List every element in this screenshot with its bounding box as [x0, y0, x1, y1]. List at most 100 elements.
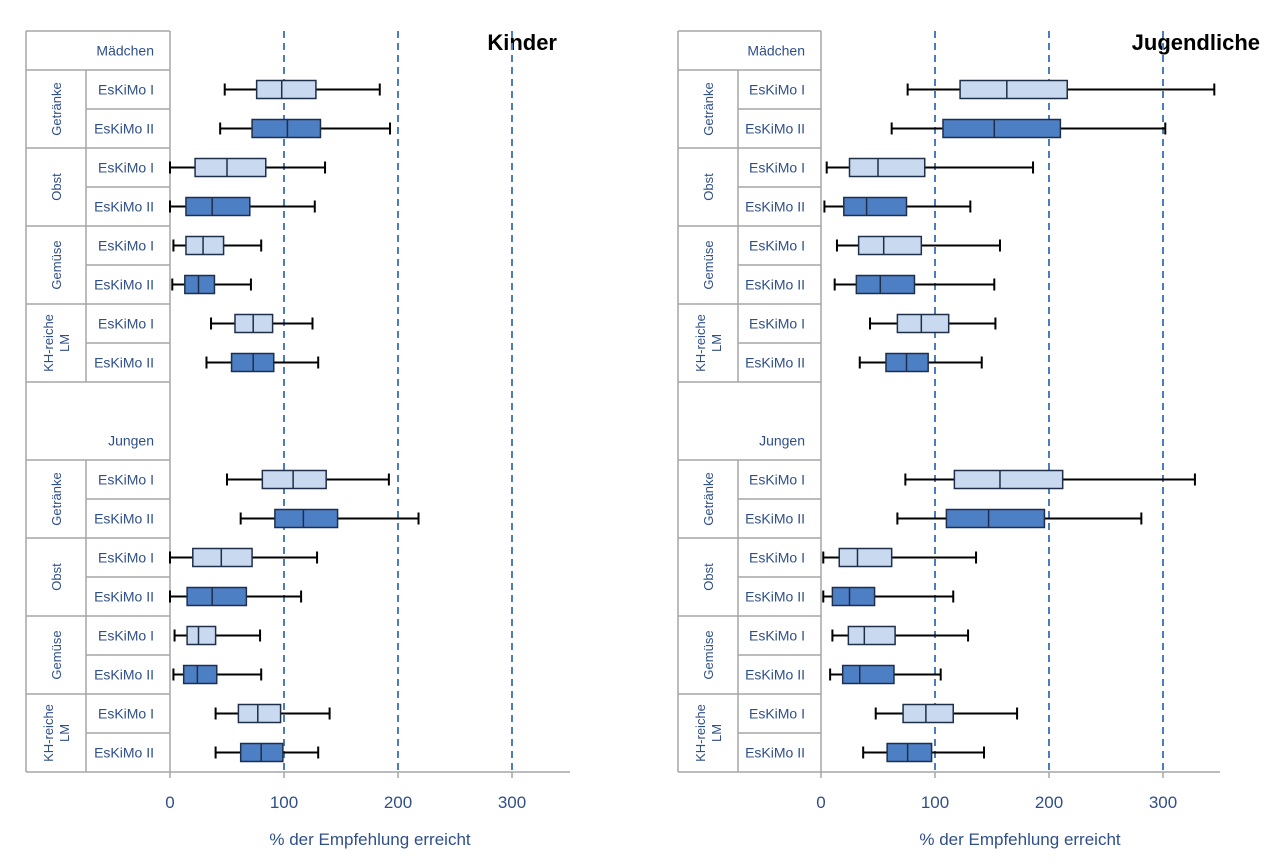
box [831, 586, 876, 607]
row-label: EsKiMo I [98, 160, 154, 176]
box [855, 274, 916, 295]
group-label-line: KH-reiche [693, 314, 708, 372]
group-label-line: KH-reiche [41, 704, 56, 762]
group-label: Obst [49, 173, 64, 201]
group-label: Getränke [49, 472, 64, 525]
group-label: Obst [701, 173, 716, 201]
box [192, 547, 253, 568]
row-label: EsKiMo II [745, 589, 805, 605]
row-label: EsKiMo II [94, 277, 154, 293]
group-label: KH-reicheLM [693, 704, 724, 762]
box [186, 586, 248, 607]
row-label: EsKiMo I [98, 550, 154, 566]
box [942, 118, 1062, 139]
row-label: EsKiMo II [745, 199, 805, 215]
row-label: EsKiMo I [749, 82, 805, 98]
x-tick-label: 300 [498, 793, 526, 812]
gender-header: Jungen [108, 433, 154, 449]
box [237, 703, 282, 724]
row-label: EsKiMo II [745, 511, 805, 527]
box [251, 118, 322, 139]
gender-header: Mädchen [96, 43, 154, 59]
row-label: EsKiMo I [98, 628, 154, 644]
group-label: Getränke [701, 472, 716, 525]
group-label: Obst [701, 563, 716, 591]
box [896, 313, 950, 334]
row-label: EsKiMo II [94, 199, 154, 215]
row-label: EsKiMo II [94, 511, 154, 527]
group-label: Getränke [701, 82, 716, 135]
row-label: EsKiMo II [745, 355, 805, 371]
box [886, 742, 933, 763]
row-label: EsKiMo I [749, 160, 805, 176]
box [185, 196, 251, 217]
box [194, 157, 267, 178]
box [261, 469, 327, 490]
row-label: EsKiMo II [94, 121, 154, 137]
x-tick-label: 100 [921, 793, 949, 812]
group-label-line: KH-reiche [693, 704, 708, 762]
kinder-title: Kinder [487, 30, 557, 55]
group-label: Gemüse [701, 630, 716, 679]
x-tick-label: 0 [816, 793, 825, 812]
gender-header: Mädchen [747, 43, 805, 59]
group-label: Gemüse [49, 240, 64, 289]
row-label: EsKiMo II [745, 745, 805, 761]
row-label: EsKiMo I [749, 706, 805, 722]
box [847, 625, 896, 646]
box [182, 664, 218, 685]
kinder-x-axis-label: % der Empfehlung erreicht [269, 830, 471, 849]
box [945, 508, 1046, 529]
box [185, 235, 225, 256]
box [186, 625, 217, 646]
x-tick-label: 0 [165, 793, 174, 812]
jugendliche-title: Jugendliche [1132, 30, 1260, 55]
row-label: EsKiMo I [749, 238, 805, 254]
row-label: EsKiMo II [94, 589, 154, 605]
x-tick-label: 300 [1149, 793, 1177, 812]
row-label: EsKiMo I [98, 82, 154, 98]
row-label: EsKiMo I [98, 316, 154, 332]
box [959, 79, 1068, 100]
group-label-line: LM [709, 724, 724, 742]
group-label: Gemüse [49, 630, 64, 679]
group-label: KH-reicheLM [693, 314, 724, 372]
group-label-line: KH-reiche [41, 314, 56, 372]
group-label: KH-reicheLM [41, 704, 72, 762]
row-label: EsKiMo II [94, 355, 154, 371]
box [274, 508, 339, 529]
row-label: EsKiMo II [745, 277, 805, 293]
row-label: EsKiMo II [94, 745, 154, 761]
gender-header: Jungen [759, 433, 805, 449]
row-label: EsKiMo I [749, 628, 805, 644]
row-label: EsKiMo I [98, 706, 154, 722]
jugendliche-panel: Jugendliche % der Empfehlung erreicht 0 1… [677, 30, 1260, 849]
row-label: EsKiMo I [749, 550, 805, 566]
row-label: EsKiMo II [745, 667, 805, 683]
box [857, 235, 923, 256]
x-tick-label: 200 [384, 793, 412, 812]
row-label: EsKiMo I [749, 316, 805, 332]
row-label: EsKiMo I [98, 472, 154, 488]
group-label-line: LM [57, 724, 72, 742]
box [841, 664, 895, 685]
box [953, 469, 1064, 490]
box [255, 79, 317, 100]
box [838, 547, 893, 568]
jugendliche-x-axis-label: % der Empfehlung erreicht [919, 830, 1121, 849]
box [902, 703, 954, 724]
group-label: Getränke [49, 82, 64, 135]
group-label: Gemüse [701, 240, 716, 289]
row-label: EsKiMo I [98, 238, 154, 254]
row-label: EsKiMo II [745, 121, 805, 137]
box [184, 274, 216, 295]
row-label: EsKiMo II [94, 667, 154, 683]
group-label: KH-reicheLM [41, 314, 72, 372]
box [848, 157, 926, 178]
box [843, 196, 908, 217]
group-label-line: LM [57, 334, 72, 352]
kinder-panel: Kinder % der Empfehlung erreicht 0 100 200… [25, 30, 570, 849]
x-tick-label: 200 [1035, 793, 1063, 812]
row-label: EsKiMo I [749, 472, 805, 488]
